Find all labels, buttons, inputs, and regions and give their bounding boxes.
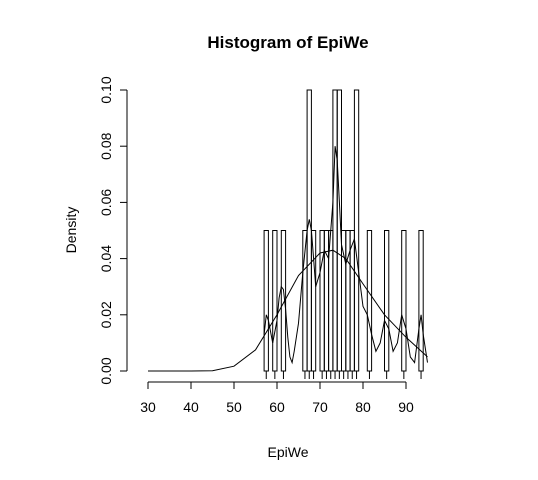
y-axis: 0.00 0.02 0.04 0.06 0.08 0.10 [98,76,128,385]
histogram-bar-32 [401,230,407,372]
x-tick-label-2: 50 [226,399,242,415]
y-tick-label-4: 0.08 [98,132,114,159]
density-line-1 [148,249,428,372]
y-tick-label-0: 0.00 [98,357,114,384]
y-tick-label-1: 0.02 [98,301,114,328]
y-tick-label-2: 0.04 [98,245,114,272]
histogram-bar-21 [353,89,360,372]
x-tick-label-4: 70 [312,399,328,415]
density-curves [148,146,428,372]
x-tick-label-0: 30 [140,399,156,415]
histogram-bar-28 [384,230,390,372]
x-tick-label-1: 40 [183,399,199,415]
histogram-bar-20 [349,230,355,372]
y-axis-label: Density [63,207,79,254]
histogram-bar-2 [272,230,278,372]
y-tick-label-3: 0.06 [98,189,114,216]
x-axis: 30 40 50 60 70 80 90 [140,381,414,415]
chart-title: Histogram of EpiWe [207,33,368,52]
density-line-0 [263,146,428,365]
histogram-bar-0 [263,230,269,372]
x-tick-label-3: 60 [269,399,285,415]
x-tick-label-5: 80 [355,399,371,415]
histogram-bar-16 [332,89,338,372]
histogram-bar-24 [366,230,373,372]
histogram-bar-10 [306,89,312,372]
x-tick-label-6: 90 [398,399,414,415]
histogram-bar-18 [341,230,347,372]
y-tick-label-5: 0.10 [98,76,114,103]
rug-marks [265,371,422,379]
x-axis-label: EpiWe [268,444,309,460]
